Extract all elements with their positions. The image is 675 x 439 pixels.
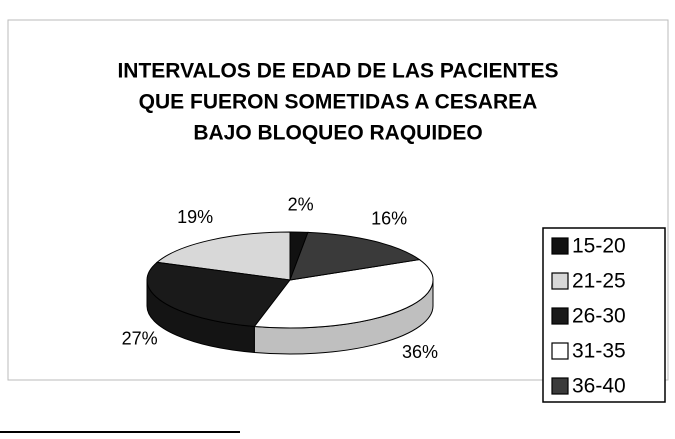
legend-label: 31-35 [572, 340, 626, 363]
pie-slice [155, 231, 291, 281]
legend-swatch [551, 272, 569, 290]
legend-swatch [551, 237, 569, 255]
legend-label: 36-40 [572, 375, 626, 398]
legend-label: 21-25 [572, 270, 626, 293]
pie-slice [253, 259, 434, 329]
data-label: 2% [288, 194, 314, 214]
pie-slice [146, 261, 291, 328]
legend-swatch [551, 342, 569, 360]
legend-label: 15-20 [572, 235, 626, 258]
chart-title: QUE FUERON SOMETIDAS A CESAREA [139, 91, 538, 114]
chart-title: INTERVALOS DE EDAD DE LAS PACIENTES [117, 60, 558, 83]
legend-swatch [551, 307, 569, 325]
data-label: 16% [371, 209, 407, 229]
legend-label: 26-30 [572, 305, 626, 328]
legend-box [542, 227, 666, 403]
chart-title: BAJO BLOQUEO RAQUIDEO [193, 122, 482, 145]
pie-slice [289, 231, 421, 281]
chart-frame [7, 19, 669, 381]
data-label: 36% [402, 342, 438, 362]
legend-swatch [551, 377, 569, 395]
data-label: 27% [122, 329, 158, 349]
data-label: 19% [177, 207, 213, 227]
